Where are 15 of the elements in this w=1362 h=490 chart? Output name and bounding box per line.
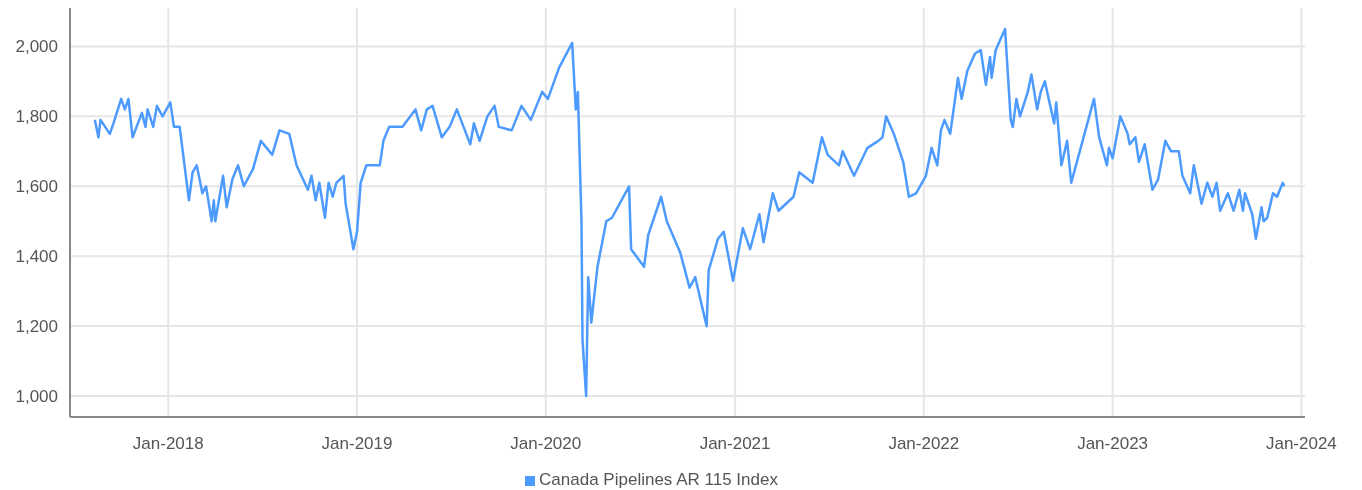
legend-label: Canada Pipelines AR 115 Index (539, 470, 778, 489)
y-tick-label: 1,800 (15, 107, 58, 127)
y-tick-label: 1,200 (15, 317, 58, 337)
x-tick-label: Jan-2020 (510, 434, 582, 454)
x-tick-label: Jan-2018 (132, 434, 204, 454)
y-tick-label: 2,000 (15, 37, 58, 57)
line-series (93, 27, 1286, 398)
y-tick-label: 1,600 (15, 177, 58, 197)
x-tick-label: Jan-2022 (888, 434, 960, 454)
y-tick-label: 1,400 (15, 247, 58, 267)
x-tick-label: Jan-2019 (321, 434, 393, 454)
x-tick-label: Jan-2021 (699, 434, 771, 454)
x-tick-label: Jan-2024 (1265, 434, 1337, 454)
x-tick-label: Jan-2023 (1077, 434, 1149, 454)
y-tick-label: 1,000 (15, 387, 58, 407)
